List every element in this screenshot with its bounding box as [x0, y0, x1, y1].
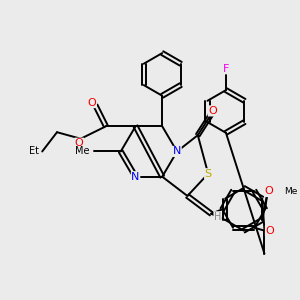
Text: O: O: [88, 98, 96, 108]
Text: O: O: [265, 187, 273, 196]
Text: F: F: [223, 64, 229, 74]
Text: N: N: [173, 146, 181, 157]
Text: S: S: [205, 169, 212, 179]
Text: Et: Et: [29, 146, 39, 157]
Text: Me: Me: [75, 146, 90, 157]
Text: H: H: [214, 212, 221, 222]
Text: O: O: [208, 106, 217, 116]
Text: N: N: [131, 172, 140, 182]
Text: O: O: [75, 138, 84, 148]
Text: O: O: [266, 226, 274, 236]
Text: Me: Me: [284, 187, 297, 196]
